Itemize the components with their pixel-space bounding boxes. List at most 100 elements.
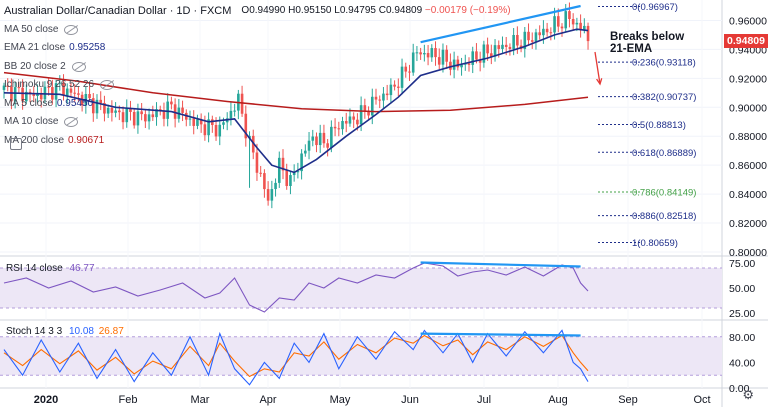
legend-row[interactable]: BB 20 close 2 bbox=[4, 58, 511, 77]
candle-body bbox=[62, 82, 65, 96]
stoch-band bbox=[0, 336, 722, 376]
candle-body bbox=[91, 98, 95, 114]
candle-body bbox=[170, 101, 173, 105]
hidden-eye-icon[interactable] bbox=[100, 80, 115, 91]
stoch-label: Stoch 14 3 3 bbox=[6, 326, 63, 337]
candle-body bbox=[259, 172, 262, 174]
candle-body bbox=[39, 92, 43, 100]
candle-body bbox=[58, 82, 62, 84]
legend-row-label: Ichimoku 9 26 52 26 bbox=[4, 79, 95, 90]
last-price-tag: 0.94809 bbox=[724, 34, 768, 48]
candle-body bbox=[311, 136, 315, 141]
candle-body bbox=[277, 157, 281, 183]
candle-body bbox=[99, 99, 103, 103]
candle-body bbox=[344, 120, 348, 124]
candle-body bbox=[304, 150, 307, 154]
candle-body bbox=[121, 112, 125, 123]
candle-body bbox=[389, 84, 393, 96]
candle-body bbox=[322, 132, 326, 144]
legend-row[interactable]: MA 10 close bbox=[4, 113, 511, 132]
legend-row-label: MA 50 close bbox=[4, 23, 59, 35]
time-tick-label: Feb bbox=[119, 394, 138, 406]
candle-body bbox=[307, 140, 311, 151]
candle-body bbox=[106, 107, 110, 114]
time-tick-label: 2020 bbox=[34, 394, 58, 406]
candle-body bbox=[296, 171, 300, 173]
legend-row[interactable]: MA 200 close 0.90671 bbox=[4, 132, 511, 151]
stoch-tick-label: 0.00 bbox=[729, 383, 750, 395]
legend-row[interactable]: Ichimoku 9 26 52 26 bbox=[4, 76, 511, 95]
hidden-eye-icon[interactable] bbox=[71, 61, 86, 72]
time-tick-label: Jul bbox=[477, 394, 491, 406]
annotation-text: Breaks below bbox=[610, 31, 684, 43]
settings-gear-icon[interactable]: ⚙ bbox=[742, 387, 754, 402]
candle-body bbox=[404, 66, 408, 72]
candle-body bbox=[285, 170, 289, 186]
candle-body bbox=[222, 122, 225, 125]
ohlc-values: O0.94990 H0.95150 L0.94795 C0.94809 −0.0… bbox=[241, 2, 510, 21]
candle-body bbox=[151, 114, 155, 118]
ohlc-text: O0.94990 H0.95150 L0.94795 C0.94809 bbox=[241, 5, 423, 16]
fib-level-label: 0(0.96967) bbox=[632, 2, 678, 13]
fib-level-label: 0.618(0.86889) bbox=[632, 148, 696, 159]
price-tick-label: 0.88000 bbox=[729, 131, 767, 143]
hidden-eye-icon[interactable] bbox=[64, 117, 79, 128]
candle-body bbox=[434, 48, 437, 58]
candle-body bbox=[423, 52, 426, 55]
candle-body bbox=[214, 125, 218, 137]
candle-body bbox=[437, 57, 441, 65]
candle-body bbox=[88, 94, 91, 99]
price-tick-label: 0.90000 bbox=[729, 102, 767, 114]
candle-body bbox=[356, 119, 359, 125]
candle-body bbox=[274, 182, 277, 190]
price-tick-label: 0.92000 bbox=[729, 73, 767, 85]
legend-collapse-icon[interactable] bbox=[10, 138, 22, 150]
candle-body bbox=[493, 45, 497, 57]
price-tick-label: 0.96000 bbox=[729, 15, 767, 27]
rsi-line bbox=[3, 262, 589, 313]
rsi-tick-label: 25.00 bbox=[729, 308, 755, 320]
candle-body bbox=[512, 34, 515, 49]
candle-body bbox=[118, 110, 121, 113]
candle-body bbox=[25, 91, 28, 102]
price-trendline bbox=[420, 4, 581, 44]
price-down-arrow bbox=[594, 51, 601, 85]
legend-row-value: 0.95450 bbox=[56, 97, 94, 109]
candle-body bbox=[501, 44, 504, 49]
rsi-label: RSI 14 close bbox=[6, 263, 63, 274]
candle-body bbox=[2, 85, 6, 90]
legend-row[interactable]: MA 50 close bbox=[4, 21, 511, 40]
candle-body bbox=[352, 116, 355, 120]
legend-row[interactable]: EMA 21 close 0.95258 bbox=[4, 39, 511, 58]
candle-body bbox=[556, 16, 560, 27]
candle-body bbox=[411, 52, 415, 73]
candle-body bbox=[370, 96, 374, 116]
candle-body bbox=[281, 157, 285, 171]
candle-body bbox=[397, 86, 400, 88]
candle-body bbox=[568, 11, 571, 19]
candle-body bbox=[430, 48, 434, 58]
legend-row-value: 0.95258 bbox=[69, 42, 106, 53]
ema21-line bbox=[3, 28, 589, 174]
price-pane: 0(0.96967) 0.236(0.93118) 0.382(0.90737) 0.… bbox=[2, 2, 696, 249]
candle-body bbox=[553, 16, 556, 33]
candle-body bbox=[419, 52, 422, 55]
annotation-text: 21-EMA bbox=[610, 43, 652, 55]
candle-body bbox=[103, 102, 106, 114]
time-tick-label: Apr bbox=[259, 394, 276, 406]
time-tick-label: Oct bbox=[693, 394, 710, 406]
candle-body bbox=[147, 114, 151, 122]
candle-body bbox=[292, 172, 296, 176]
candle-body bbox=[289, 175, 292, 186]
price-tick-label: 0.86000 bbox=[729, 160, 767, 172]
time-tick-label: Sep bbox=[618, 394, 638, 406]
stoch-trendline bbox=[420, 332, 581, 337]
hidden-eye-icon[interactable] bbox=[64, 24, 79, 35]
legend-row[interactable]: MA 5 close 0.95450 bbox=[4, 95, 511, 114]
stoch-d-line bbox=[3, 334, 589, 378]
legend-row-label: EMA 21 close bbox=[4, 42, 66, 53]
price-tick-label: 0.80000 bbox=[729, 247, 767, 259]
axes: 0.960000.940000.920000.900000.880000.860… bbox=[34, 15, 767, 406]
candle-body bbox=[196, 119, 199, 126]
